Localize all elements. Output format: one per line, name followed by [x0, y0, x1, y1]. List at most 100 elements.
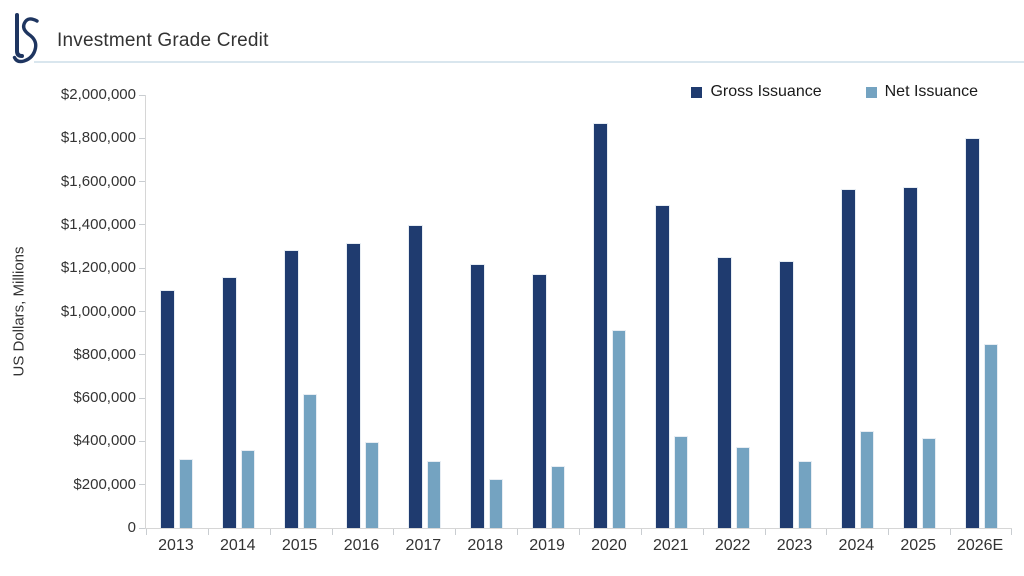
- x-axis-tick: [1011, 529, 1012, 535]
- legend-item-gross-issuance: Gross Issuance: [691, 83, 822, 101]
- x-axis-tick: [950, 529, 952, 535]
- y-axis-tick: [139, 440, 145, 442]
- bar-group-2021: [641, 95, 703, 528]
- x-axis-tick: [331, 529, 333, 535]
- y-axis-tick: [139, 181, 145, 183]
- y-axis-labels: $2,000,000 $1,800,000 $1,600,000 $1,400,000…: [0, 86, 136, 536]
- x-axis-tick: [826, 529, 828, 535]
- x-tick-label-2022: 2022: [714, 537, 751, 554]
- bar-group-2022: [703, 95, 765, 528]
- x-tick-label-2018: 2018: [467, 537, 503, 554]
- bar-net-2022: [736, 447, 751, 528]
- y-axis-tick: [139, 137, 145, 139]
- y-tick-label: $2,000,000: [60, 86, 136, 103]
- x-axis-tick: [455, 529, 457, 535]
- bar-group-2024: [826, 95, 888, 528]
- x-tick-label-2026E: 2026E: [956, 537, 1004, 554]
- x-axis-tick: [579, 529, 580, 535]
- x-tick-label-2014: 2014: [219, 537, 256, 554]
- y-axis-tick: [139, 527, 145, 529]
- bar-group-2026E: [950, 95, 1012, 528]
- y-axis-tick: [139, 267, 145, 269]
- bar-gross-2013: [160, 290, 176, 528]
- header-divider: [34, 61, 1024, 63]
- x-axis-tick: [764, 529, 766, 535]
- bar-group-2013: [146, 95, 208, 528]
- bar-net-2018: [488, 479, 503, 528]
- x-tick-label-2024: 2024: [838, 537, 875, 554]
- bar-group-2016: [332, 95, 394, 528]
- x-axis-tick: [888, 529, 890, 535]
- bar-gross-2021: [655, 205, 671, 528]
- bar-gross-2023: [778, 261, 794, 528]
- page-title: Investment Grade Credit: [57, 30, 269, 51]
- x-tick-label-2017: 2017: [405, 537, 442, 554]
- y-tick-label: $600,000: [73, 389, 136, 407]
- x-tick-label-2025: 2025: [900, 537, 936, 554]
- y-axis-tick: [139, 94, 145, 96]
- bar-group-2020: [579, 95, 641, 528]
- bar-gross-2015: [284, 250, 300, 528]
- bar-gross-2020: [593, 123, 609, 528]
- bar-group-2018: [455, 95, 517, 528]
- y-axis-tick: [139, 311, 145, 312]
- bar-net-2024: [859, 431, 874, 528]
- bar-net-2015: [303, 394, 318, 528]
- y-axis-tick: [139, 354, 145, 356]
- x-axis-tick: [207, 529, 209, 535]
- legend-swatch-net-icon: [865, 86, 877, 98]
- x-axis-tick: [393, 529, 395, 535]
- bar-gross-2016: [345, 243, 361, 528]
- x-axis-tick: [146, 529, 147, 535]
- legend-item-net-issuance: Net Issuance: [865, 83, 978, 101]
- legend-swatch-gross-icon: [691, 86, 703, 98]
- legend-label-gross: Gross Issuance: [710, 83, 822, 100]
- x-axis-tick: [640, 529, 642, 535]
- bar-gross-2014: [222, 277, 238, 528]
- x-axis-tick: [517, 529, 519, 535]
- bar-net-2020: [612, 330, 627, 528]
- chart-legend: Gross Issuance Net Issuance: [691, 83, 978, 101]
- bar-group-2025: [888, 95, 950, 528]
- x-tick-label-2019: 2019: [529, 537, 565, 554]
- y-axis-tick: [139, 484, 145, 486]
- x-tick-label-2015: 2015: [281, 537, 318, 554]
- bar-group-2023: [765, 95, 827, 528]
- bar-group-2017: [393, 95, 455, 528]
- y-tick-label: $1,400,000: [60, 215, 136, 233]
- x-tick-label-2020: 2020: [591, 537, 627, 554]
- y-tick-label: $1,200,000: [60, 259, 136, 277]
- company-logo-ls-monogram: [12, 13, 39, 64]
- x-tick-label-2013: 2013: [158, 537, 194, 554]
- y-tick-label: $1,800,000: [60, 129, 136, 147]
- bar-net-2019: [550, 466, 565, 528]
- bar-gross-2022: [717, 257, 733, 528]
- bar-net-2026E: [983, 344, 998, 528]
- x-axis-tick: [269, 529, 271, 535]
- bar-group-2014: [208, 95, 270, 528]
- bar-net-2016: [364, 442, 379, 528]
- bar-net-2023: [797, 461, 812, 528]
- bar-gross-2018: [469, 264, 485, 528]
- x-axis-tick: [702, 529, 704, 535]
- y-tick-label: $1,000,000: [60, 302, 136, 320]
- bar-net-2014: [241, 450, 256, 528]
- y-tick-label: $1,600,000: [60, 172, 136, 190]
- bar-group-2015: [270, 95, 332, 528]
- bar-net-2013: [179, 459, 194, 528]
- y-axis-tick: [139, 224, 145, 226]
- bar-gross-2026E: [964, 138, 980, 528]
- bar-group-2019: [517, 95, 579, 528]
- x-tick-label-2023: 2023: [776, 537, 813, 554]
- legend-label-net: Net Issuance: [884, 83, 978, 100]
- plot-area: [139, 94, 1012, 535]
- bar-net-2025: [921, 438, 936, 528]
- bar-gross-2024: [840, 189, 856, 528]
- x-tick-label-2016: 2016: [343, 537, 380, 554]
- bar-gross-2017: [407, 225, 423, 528]
- y-tick-label: $800,000: [73, 345, 136, 363]
- y-tick-label: $200,000: [73, 475, 136, 493]
- bar-gross-2025: [902, 187, 918, 528]
- y-tick-label: 0: [127, 519, 136, 536]
- bar-net-2021: [674, 436, 689, 528]
